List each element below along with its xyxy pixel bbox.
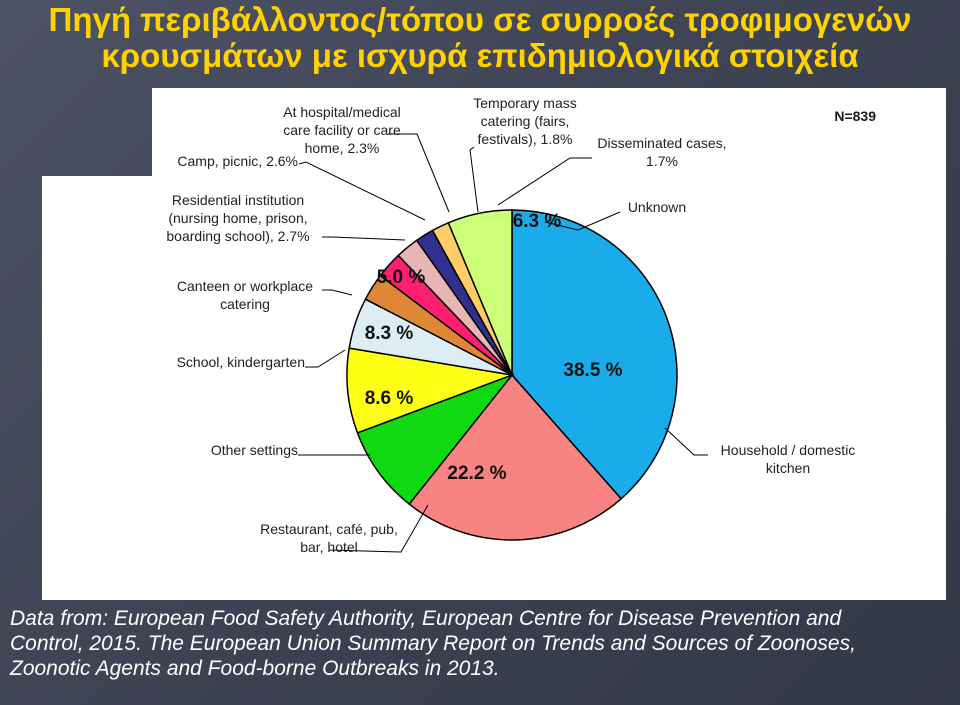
slice-label: Disseminated cases, 1.7% xyxy=(597,135,726,169)
pie-slice xyxy=(511,209,678,500)
source-caption: Data from: European Food Safety Authorit… xyxy=(10,606,950,681)
leader-line xyxy=(497,157,592,206)
slice-percent-label: 8.3 % xyxy=(365,323,414,344)
slice-percent-label: 38.5 % xyxy=(563,360,622,381)
slice-label: Residential institution (nursing home, pr… xyxy=(166,192,309,244)
slice-label: Camp, picnic, 2.6% xyxy=(177,153,298,169)
leader-line xyxy=(388,133,450,213)
slice-label: Canteen or workplace catering xyxy=(177,278,313,312)
caption-line-1: Data from: European Food Safety Authorit… xyxy=(10,607,842,630)
leader-line xyxy=(322,236,406,241)
caption-line-3: Zoonotic Agents and Food-borne Outbreaks… xyxy=(10,657,500,680)
title-line-1: Πηγή περιβάλλοντος/τόπου σε συρροές τροφ… xyxy=(48,1,912,38)
slice-percent-label: 8.6 % xyxy=(365,388,414,409)
leader-line xyxy=(544,211,621,231)
slice-label: Restaurant, café, pub, bar, hotel xyxy=(260,521,398,555)
slice-label: School, kindergarten xyxy=(177,354,305,370)
slice-label: At hospital/medical care facility or care… xyxy=(283,104,401,156)
slice-percent-label: 6.3 % xyxy=(513,211,562,232)
title-line-2: κρουσμάτων με ισχυρά επιδημιολογικά στοι… xyxy=(101,37,859,74)
leader-line xyxy=(298,161,426,221)
leader-line xyxy=(469,146,479,213)
slice-label: Unknown xyxy=(628,199,686,215)
leader-line xyxy=(664,427,708,456)
pie-slice xyxy=(356,373,515,506)
slice-label: Temporary mass catering (fairs, festivals)… xyxy=(473,95,576,147)
slice-label: Household / domestic kitchen xyxy=(721,442,856,476)
slice-percent-label: 5.0 % xyxy=(377,267,426,288)
slide-title: Πηγή περιβάλλοντος/τόπου σε συρροές τροφ… xyxy=(0,2,960,74)
leader-line xyxy=(322,289,353,296)
pie-slice xyxy=(447,209,513,376)
slice-percent-label: 22.2 % xyxy=(447,463,506,484)
pie-slice xyxy=(346,347,515,434)
slice-label: Other settings xyxy=(211,442,298,458)
n-label: N=839 xyxy=(834,108,876,124)
caption-line-2: Control, 2015. The European Union Summar… xyxy=(10,632,856,655)
pie-slice xyxy=(408,373,623,541)
leader-line xyxy=(328,504,429,553)
leader-line xyxy=(305,349,346,368)
pie-slices xyxy=(346,209,678,541)
